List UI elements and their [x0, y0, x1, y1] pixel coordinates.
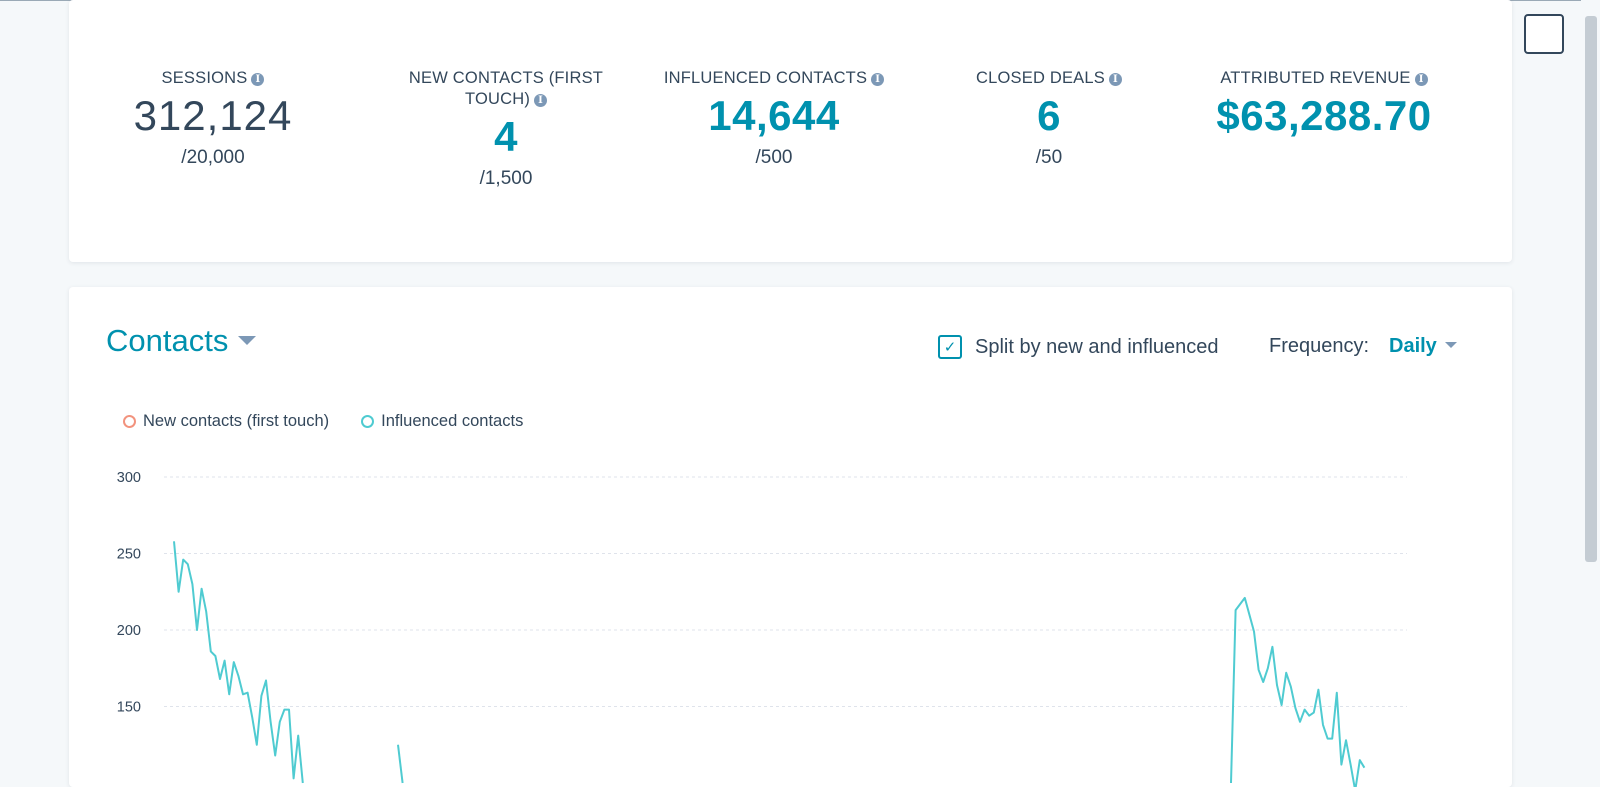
info-icon[interactable]: i — [1108, 73, 1122, 86]
y-tick-label: 300 — [117, 470, 141, 486]
kpi-goal: /50 — [1035, 147, 1063, 168]
kpi-label-text: ATTRIBUTED REVENUE — [1220, 69, 1411, 87]
kpi-closed-deals: CLOSED DEALS i 6 /50 — [964, 68, 1134, 169]
info-icon[interactable]: i — [1414, 73, 1428, 86]
y-tick-label: 150 — [117, 700, 141, 716]
caret-down-icon — [1444, 342, 1457, 348]
checkbox-checked-icon[interactable]: ✓ — [938, 335, 962, 359]
kpi-attributed-revenue: ATTRIBUTED REVENUE i $63,288.70 — [1204, 68, 1444, 141]
frequency-value: Daily — [1389, 335, 1437, 357]
report-title: Contacts — [106, 323, 229, 358]
circle-marker-icon — [123, 415, 136, 428]
kpi-influenced-contacts: INFLUENCED CONTACTS i 14,644 /500 — [649, 68, 899, 169]
influenced-contacts-line — [173, 541, 304, 784]
split-label: Split by new and influenced — [975, 335, 1219, 358]
kpi-label-line2: TOUCH) — [464, 90, 531, 108]
kpi-value: 14,644 — [708, 92, 840, 139]
caret-down-icon — [238, 336, 257, 345]
kpi-value: 4 — [494, 113, 518, 160]
y-tick-label: 250 — [117, 547, 141, 563]
kpi-goal: /500 — [755, 147, 793, 168]
kpi-value: 6 — [1037, 92, 1061, 139]
kpi-label: CLOSED DEALS i — [964, 68, 1134, 89]
info-icon[interactable]: i — [871, 73, 885, 86]
kpi-goal: /1,500 — [479, 168, 533, 189]
chart-legend: New contacts (first touch) Influenced co… — [123, 412, 555, 431]
influenced-contacts-line — [1230, 596, 1366, 787]
kpi-label-text: CLOSED DEALS — [976, 69, 1105, 87]
contacts-line-chart: 300 250 200 150 — [117, 470, 1407, 787]
frequency-dropdown[interactable]: Daily — [1389, 335, 1457, 358]
legend-item-influenced-contacts[interactable]: Influenced contacts — [361, 412, 523, 431]
y-tick-label: 200 — [117, 623, 141, 639]
kpi-value: $63,288.70 — [1216, 92, 1432, 139]
kpi-label: INFLUENCED CONTACTS i — [649, 68, 899, 89]
contacts-chart-card: Contacts ✓ Split by new and influenced F… — [69, 287, 1512, 787]
report-selector-dropdown[interactable]: Contacts — [106, 323, 257, 359]
scrollbar-thumb[interactable] — [1585, 16, 1597, 562]
circle-marker-icon — [361, 415, 375, 428]
split-toggle[interactable]: ✓ Split by new and influenced — [938, 335, 1219, 359]
kpi-label: NEW CONTACTS (FIRST TOUCH) i — [391, 68, 621, 110]
influenced-contacts-line — [397, 744, 404, 784]
frequency-label: Frequency: — [1269, 335, 1370, 357]
legend-label: New contacts (first touch) — [143, 412, 330, 430]
kpi-value: 312,124 — [133, 92, 293, 139]
corner-button[interactable] — [1524, 14, 1564, 54]
kpi-summary-card: SESSIONS i 312,124 /20,000 NEW CONTACTS (… — [69, 0, 1512, 262]
kpi-new-contacts: NEW CONTACTS (FIRST TOUCH) i 4 /1,500 — [391, 68, 621, 190]
legend-item-new-contacts[interactable]: New contacts (first touch) — [123, 412, 329, 431]
info-icon[interactable]: i — [534, 94, 548, 107]
info-icon[interactable]: i — [251, 73, 265, 86]
kpi-label-line1: NEW CONTACTS (FIRST — [408, 69, 604, 87]
kpi-sessions: SESSIONS i 312,124 /20,000 — [133, 68, 293, 169]
kpi-label: ATTRIBUTED REVENUE i — [1204, 68, 1444, 89]
kpi-label: SESSIONS i — [133, 68, 293, 89]
kpi-label-text: INFLUENCED CONTACTS — [663, 69, 868, 87]
kpi-label-text: SESSIONS — [161, 69, 248, 87]
legend-label: Influenced contacts — [381, 412, 524, 430]
kpi-goal: /20,000 — [181, 147, 245, 168]
